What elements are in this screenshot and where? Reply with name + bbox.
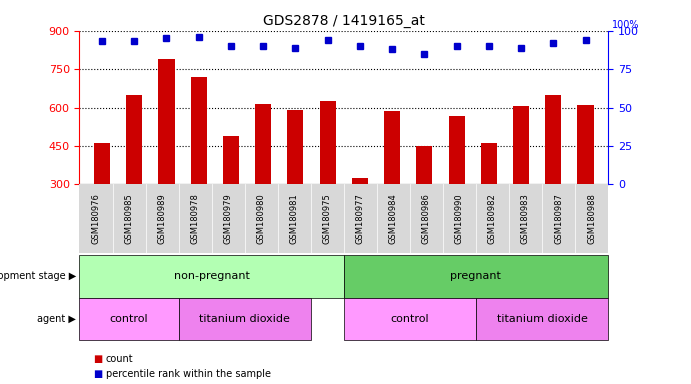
Bar <box>320 101 336 184</box>
Text: GSM180975: GSM180975 <box>323 194 332 244</box>
Text: 100%: 100% <box>612 20 639 30</box>
Bar <box>481 143 497 184</box>
Bar <box>416 146 433 184</box>
Text: control: control <box>110 314 149 324</box>
Bar <box>448 116 464 184</box>
Text: GSM180986: GSM180986 <box>422 194 431 244</box>
Title: GDS2878 / 1419165_at: GDS2878 / 1419165_at <box>263 14 425 28</box>
Bar <box>578 105 594 184</box>
Bar <box>384 111 400 184</box>
Text: GSM180979: GSM180979 <box>224 194 233 244</box>
Text: GSM180984: GSM180984 <box>389 194 398 244</box>
Bar <box>545 95 561 184</box>
Text: development stage ▶: development stage ▶ <box>0 271 76 281</box>
Text: control: control <box>390 314 429 324</box>
Bar <box>158 59 175 184</box>
Text: GSM180985: GSM180985 <box>124 194 133 244</box>
Text: GSM180990: GSM180990 <box>455 194 464 244</box>
Bar <box>94 143 110 184</box>
Text: count: count <box>106 354 133 364</box>
Text: agent ▶: agent ▶ <box>37 314 76 324</box>
Text: GSM180983: GSM180983 <box>521 194 530 244</box>
Bar <box>223 136 239 184</box>
Bar <box>287 110 303 184</box>
Bar <box>191 77 207 184</box>
Text: GSM180981: GSM180981 <box>290 194 299 244</box>
Text: non-pregnant: non-pregnant <box>173 271 249 281</box>
Bar <box>352 178 368 184</box>
Text: GSM180977: GSM180977 <box>356 194 365 244</box>
Text: GSM180988: GSM180988 <box>587 194 596 244</box>
Text: percentile rank within the sample: percentile rank within the sample <box>106 369 271 379</box>
Text: GSM180976: GSM180976 <box>91 194 100 244</box>
Text: ■: ■ <box>93 369 102 379</box>
Text: pregnant: pregnant <box>451 271 502 281</box>
Bar <box>513 106 529 184</box>
Text: GSM180987: GSM180987 <box>554 194 563 244</box>
Text: GSM180978: GSM180978 <box>191 194 200 244</box>
Text: ■: ■ <box>93 354 102 364</box>
Text: GSM180989: GSM180989 <box>158 194 167 244</box>
Text: titanium dioxide: titanium dioxide <box>497 314 587 324</box>
Text: GSM180980: GSM180980 <box>256 194 265 244</box>
Bar <box>126 95 142 184</box>
Text: titanium dioxide: titanium dioxide <box>199 314 290 324</box>
Bar <box>255 104 272 184</box>
Text: GSM180982: GSM180982 <box>488 194 497 244</box>
